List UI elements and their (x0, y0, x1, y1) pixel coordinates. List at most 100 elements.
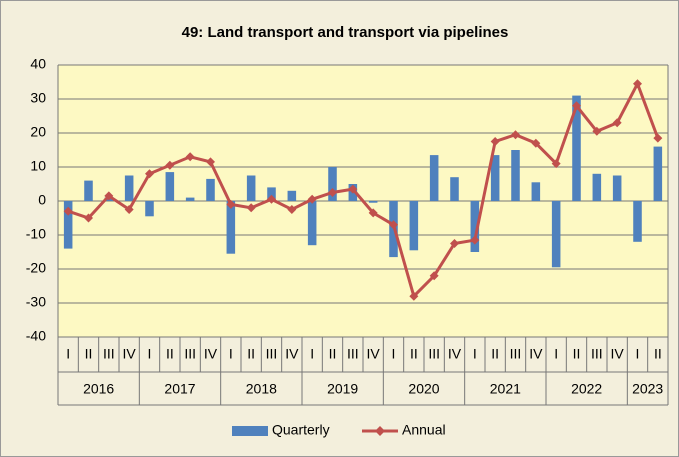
x-tick-label: II (654, 346, 662, 362)
line-marker (124, 205, 134, 214)
x-tick-label: I (392, 346, 396, 362)
bar (612, 175, 622, 201)
line-marker (531, 138, 541, 148)
y-tick-label: -10 (26, 226, 46, 242)
bar (490, 155, 500, 201)
line-marker (165, 160, 175, 170)
x-tick-label: III (184, 346, 196, 362)
legend-swatch (375, 426, 385, 436)
bar (124, 175, 134, 201)
bar (429, 155, 439, 201)
bar (307, 201, 317, 246)
legend-label: Quarterly (272, 422, 330, 438)
x-tick-label: II (247, 346, 255, 362)
x-tick-label: I (66, 346, 70, 362)
x-tick-label: IV (529, 346, 543, 362)
year-label: 2020 (408, 381, 439, 397)
line-marker (429, 271, 439, 281)
year-label: 2018 (246, 381, 277, 397)
line-marker (389, 220, 398, 230)
y-tick-label: -30 (26, 294, 46, 310)
x-tick-label: IV (204, 346, 218, 362)
x-tick-label: III (428, 346, 440, 362)
x-tick-label: I (148, 346, 152, 362)
line-marker (267, 194, 276, 204)
line-marker (572, 101, 581, 111)
bar (226, 201, 236, 254)
line-marker (287, 205, 297, 214)
x-tick-label: I (473, 346, 477, 362)
x-tick-label: I (229, 346, 233, 362)
legend-label: Annual (402, 422, 446, 438)
line-marker (226, 199, 236, 209)
year-label: 2016 (83, 381, 114, 397)
year-label: 2023 (632, 381, 663, 397)
bar (165, 172, 175, 201)
x-tick-label: II (85, 346, 93, 362)
line-marker (490, 137, 500, 146)
y-tick-label: 20 (30, 124, 46, 140)
bar (653, 146, 663, 201)
bar (185, 197, 195, 201)
y-tick-label: 0 (38, 192, 46, 208)
bar (409, 201, 419, 251)
x-tick-label: I (554, 346, 558, 362)
x-tick-label: II (329, 346, 337, 362)
y-tick-label: -20 (26, 260, 46, 276)
line-marker (450, 239, 459, 248)
bar (328, 167, 337, 201)
bar (63, 201, 73, 249)
bar (531, 182, 541, 201)
x-tick-label: IV (285, 346, 299, 362)
line-marker (551, 159, 561, 169)
x-tick-label: III (347, 346, 359, 362)
line-marker (592, 126, 602, 136)
chart-title: 49: Land transport and transport via pip… (182, 24, 509, 41)
x-tick-label: I (636, 346, 640, 362)
bar (206, 178, 215, 201)
year-label: 2021 (490, 381, 521, 397)
bar (572, 95, 581, 201)
line-marker (348, 184, 358, 194)
x-tick-label: II (166, 346, 174, 362)
bar (145, 201, 154, 217)
x-tick-label: III (103, 346, 115, 362)
line-marker (612, 118, 622, 128)
line-marker (633, 79, 642, 89)
bar (511, 150, 520, 201)
line-marker (653, 133, 663, 143)
x-tick-label: I (310, 346, 314, 362)
bar (470, 201, 480, 252)
line-marker (63, 206, 73, 216)
bar (368, 201, 378, 203)
legend-swatch (232, 426, 268, 436)
x-tick-label: II (491, 346, 499, 362)
bar (592, 173, 602, 201)
line-marker (246, 203, 256, 213)
line-marker (511, 130, 520, 140)
y-tick-label: 30 (30, 90, 46, 106)
bar (246, 175, 256, 201)
year-label: 2019 (327, 381, 358, 397)
line-marker (409, 291, 419, 301)
y-tick-label: -40 (26, 328, 46, 344)
bar (267, 187, 276, 201)
bar (633, 201, 642, 242)
y-tick-label: 10 (30, 158, 46, 174)
line-marker (307, 194, 317, 204)
line-marker (206, 157, 215, 167)
line-marker (84, 213, 93, 223)
bar (287, 190, 297, 201)
bar (450, 177, 459, 201)
line-marker (104, 191, 114, 201)
x-tick-label: IV (367, 346, 381, 362)
year-label: 2017 (164, 381, 195, 397)
line-marker (185, 152, 195, 162)
line-marker (145, 169, 154, 179)
bar (84, 180, 93, 201)
x-tick-label: II (410, 346, 418, 362)
x-tick-label: II (573, 346, 581, 362)
x-tick-label: IV (448, 346, 462, 362)
x-tick-label: III (266, 346, 278, 362)
